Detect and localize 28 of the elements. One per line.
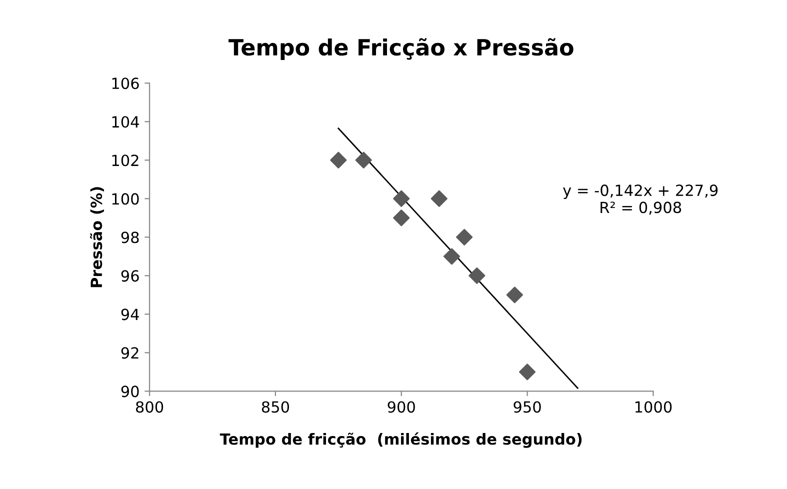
x-tick-label: 800 [136, 401, 164, 413]
x-axis-title: Tempo de fricção (milésimos de segundo) [220, 432, 582, 448]
point [506, 286, 523, 304]
y-tick-label: 90 [121, 386, 139, 398]
x-tick-label: 900 [388, 401, 415, 413]
y-tick-label: 96 [121, 270, 139, 282]
point [330, 152, 347, 168]
annotation: y = -0,142x + 227,9 R² = 0,908 [563, 184, 718, 215]
y-tick-label: 106 [112, 78, 139, 90]
point [393, 210, 410, 226]
point [443, 248, 460, 265]
point [355, 152, 372, 168]
x-tick-label: 850 [262, 401, 290, 413]
x-tick-label: 950 [514, 401, 541, 413]
point [456, 228, 473, 246]
point [518, 364, 536, 380]
point [430, 190, 448, 207]
y-axis-title: Pressão (%) [90, 187, 104, 288]
chart-title: Tempo de Fricção x Pressão [228, 38, 574, 60]
x-tick-label: 1000 [635, 401, 672, 413]
y-tick-label: 104 [112, 116, 139, 128]
point [468, 267, 486, 284]
y-tick-label: 102 [112, 154, 138, 166]
y-tick-label: 98 [121, 232, 139, 244]
y-tick-label: 94 [121, 308, 139, 320]
point [393, 190, 410, 207]
y-tick-label: 92 [121, 347, 138, 359]
y-tick-label: 100 [112, 193, 139, 205]
